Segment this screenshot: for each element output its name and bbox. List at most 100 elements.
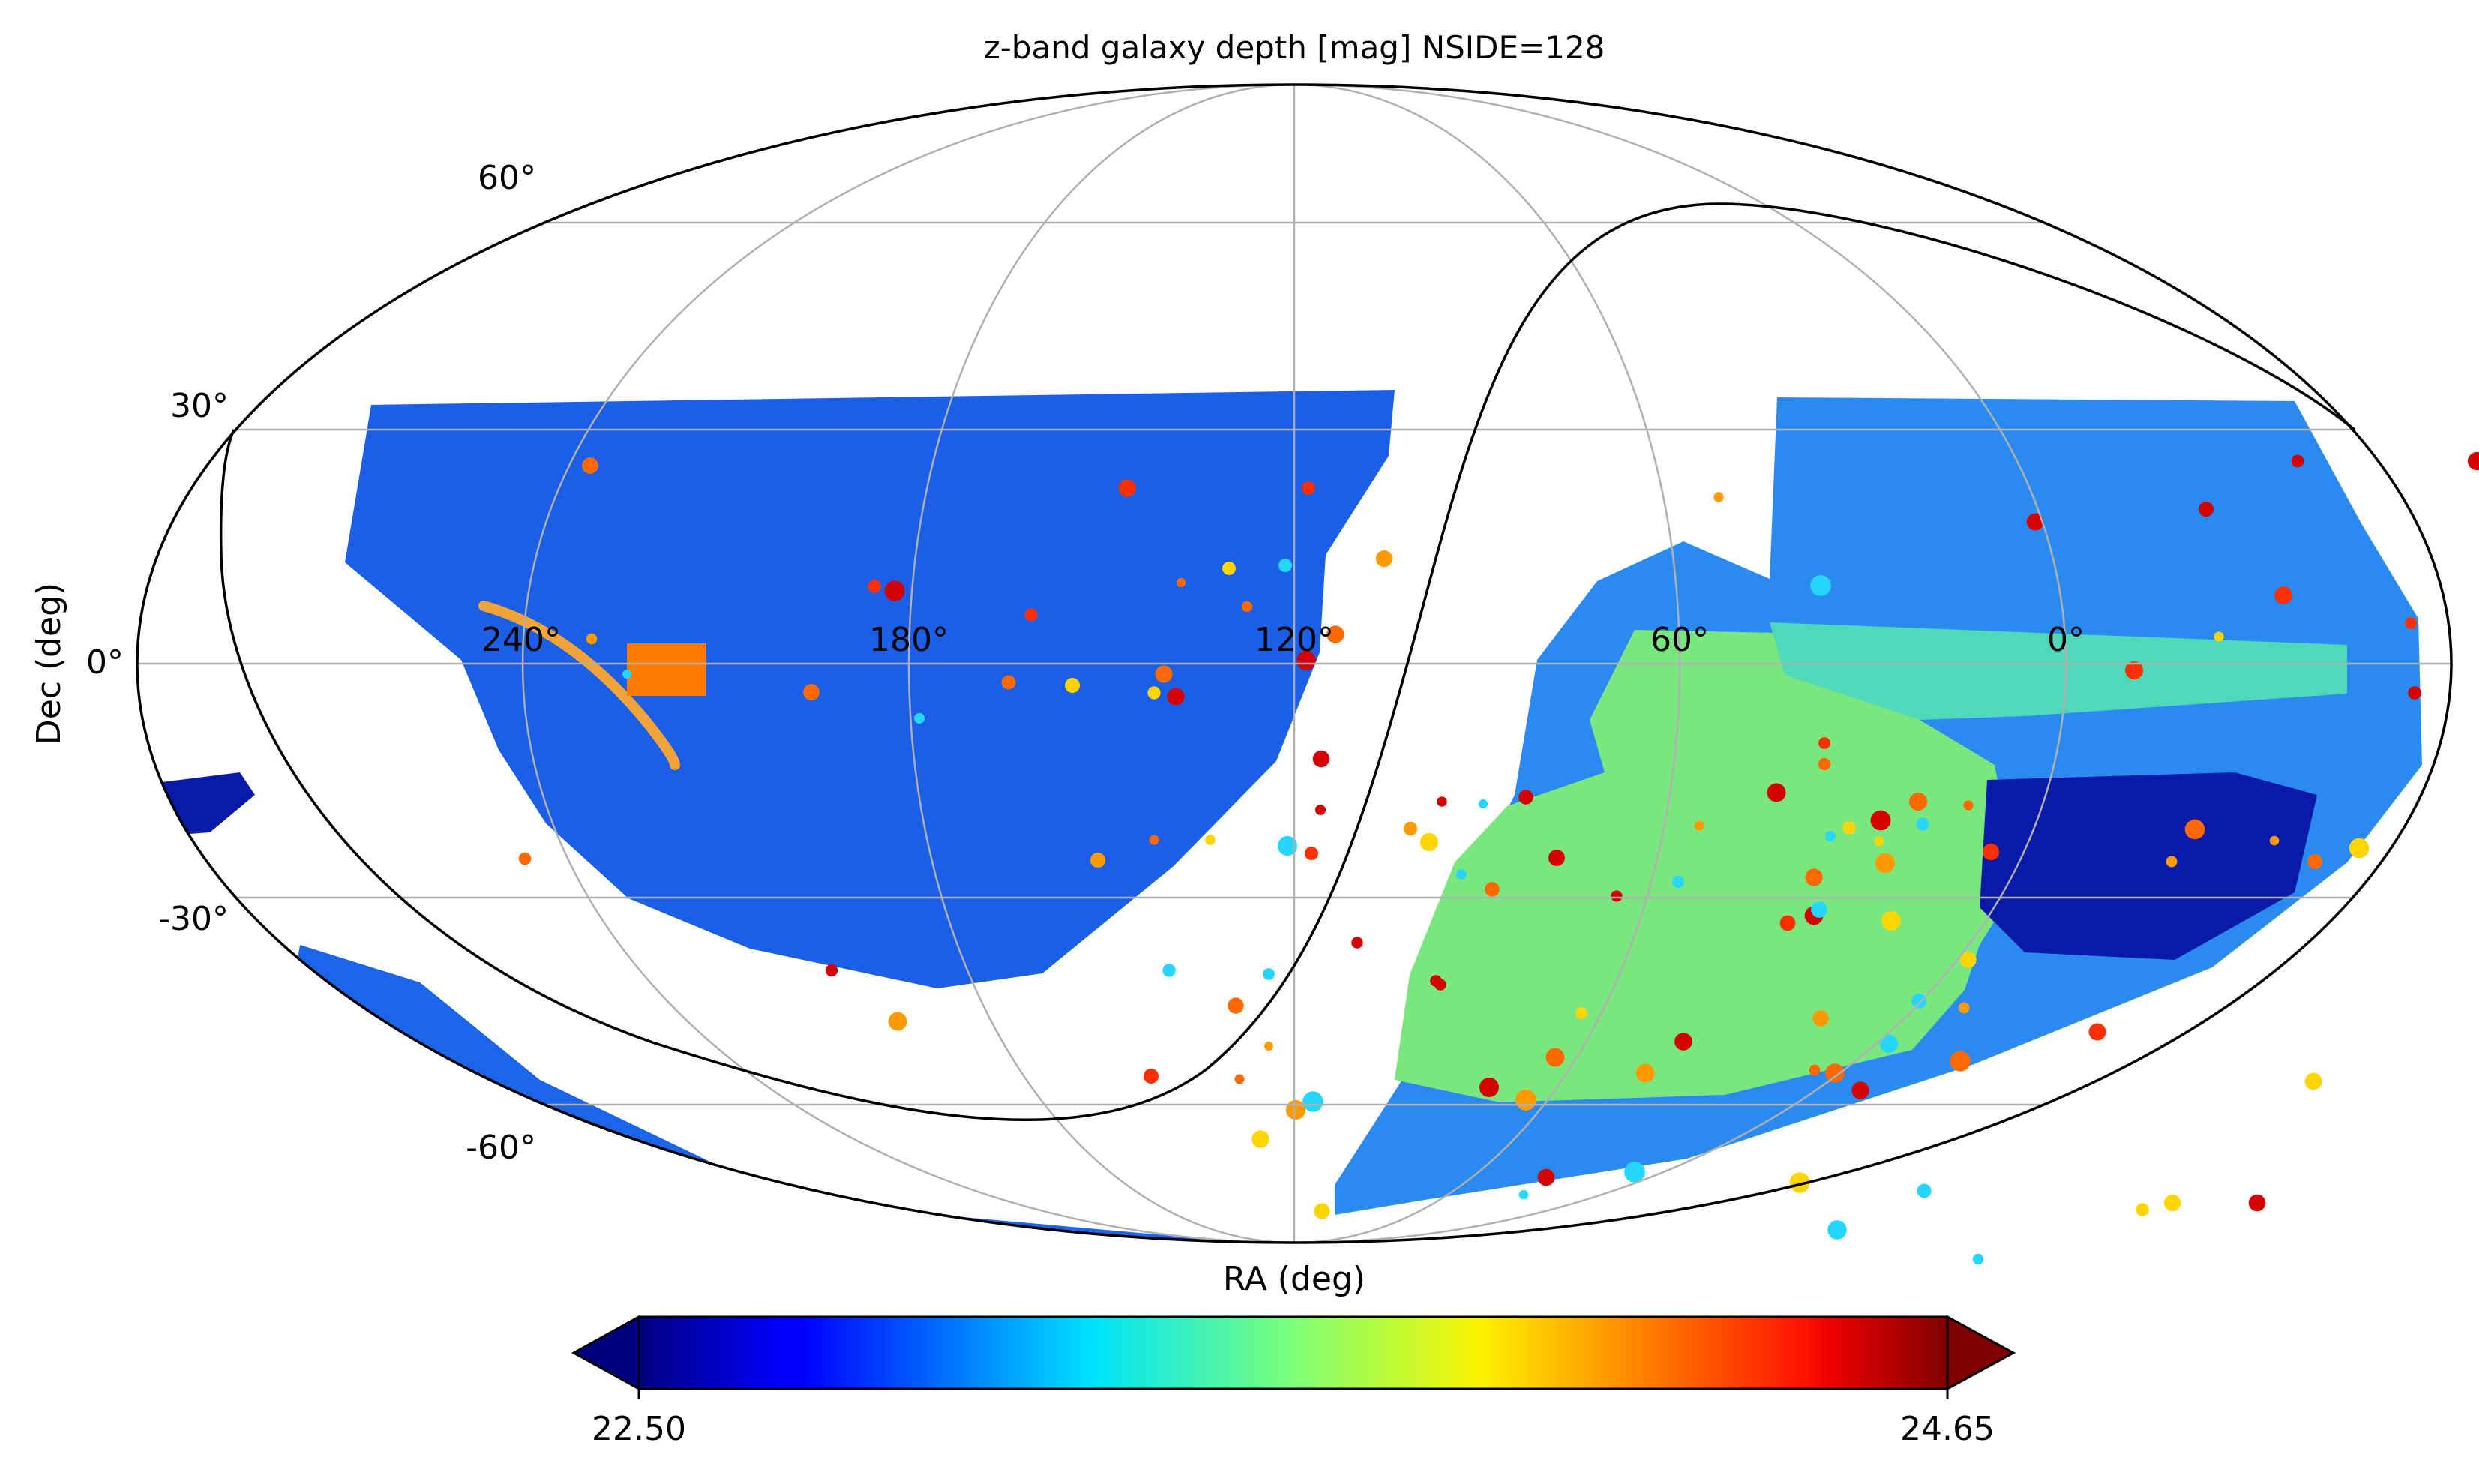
deep-pixel <box>1222 562 1236 575</box>
colorbar-min-label: 22.50 <box>592 1410 686 1448</box>
deep-pixel <box>1827 1220 1847 1240</box>
deep-pixel <box>1065 678 1080 693</box>
deep-pixel <box>2166 856 2178 868</box>
deep-pixel <box>1264 1042 1273 1051</box>
deep-pixel <box>1430 975 1442 987</box>
deep-pixel <box>1285 1099 1306 1120</box>
grid-ra-240 <box>521 83 1295 1244</box>
deep-pixel <box>1842 821 1856 835</box>
deep-pixel <box>1326 625 1344 643</box>
galactic-plane-curve <box>219 202 2356 1122</box>
dec-tick-30: 30° <box>170 387 229 425</box>
deep-pixel <box>1960 952 1977 968</box>
deep-pixel <box>1437 796 1447 807</box>
deep-pixel <box>1916 817 1929 831</box>
deep-pixel <box>1810 575 1831 596</box>
deep-hotspots <box>518 451 2479 1265</box>
deep-pixel <box>1296 651 1316 670</box>
deep-pixel <box>1420 833 1438 851</box>
deep-pixel <box>1278 559 1292 572</box>
deep-pixel <box>1805 868 1823 886</box>
deep-pixel <box>1375 550 1393 568</box>
deep-pixel <box>1176 577 1186 588</box>
deep-pixel <box>2248 1194 2266 1212</box>
colorbar-gradient <box>637 1315 1949 1390</box>
dec-tick-60: 60° <box>478 159 536 197</box>
deep-pixel <box>1624 1162 1645 1183</box>
ra-tick-240: 240° <box>481 621 561 659</box>
grid-ra-180 <box>907 83 1295 1244</box>
deep-pixel <box>1090 852 1106 868</box>
deep-pixel <box>1767 783 1786 802</box>
deep-pixel <box>1167 688 1185 706</box>
deep-pixel <box>1674 1033 1692 1051</box>
deep-pixel <box>1545 1048 1565 1067</box>
deep-pixel <box>1456 869 1467 880</box>
deep-pixel <box>1001 675 1016 690</box>
deep-pixel <box>1205 835 1216 845</box>
deep-pixel <box>1155 665 1173 683</box>
deep-pixel <box>582 457 598 474</box>
deep-pixel <box>1950 1051 1971 1072</box>
deep-pixel <box>1515 1090 1536 1111</box>
deep-pixel <box>1879 1034 1899 1054</box>
deep-pixel <box>1825 831 1836 841</box>
deep-pixel <box>1315 805 1326 815</box>
deep-pixel <box>2408 686 2421 700</box>
dec-tick-minus30: -30° <box>158 900 229 938</box>
deep-pixel <box>1818 757 1831 771</box>
deep-pixel <box>1305 847 1318 860</box>
deep-pixel <box>1149 835 1159 845</box>
deep-pixel <box>1911 994 1926 1009</box>
deep-pixel <box>1162 964 1176 977</box>
deep-pixel <box>518 852 532 865</box>
deep-pixel <box>1277 835 1298 856</box>
deep-pixel <box>622 670 631 679</box>
deep-pixel <box>2304 1072 2322 1090</box>
deep-pixel <box>1611 890 1623 902</box>
colorbar-extend-high <box>1946 1315 2016 1391</box>
footprint-deep-square <box>627 643 706 696</box>
deep-pixel <box>1312 750 1330 768</box>
deep-pixel <box>1263 968 1275 980</box>
x-axis-label: RA (deg) <box>1223 1260 1365 1298</box>
deep-pixel <box>888 1012 907 1031</box>
deep-pixel <box>1314 1203 1330 1219</box>
deep-pixel <box>1694 820 1704 831</box>
deep-pixel <box>2269 835 2280 846</box>
deep-pixel <box>2214 631 2224 642</box>
deep-pixel <box>1518 1189 1529 1200</box>
deep-pixel <box>1548 850 1565 866</box>
deep-pixel <box>1403 821 1418 836</box>
deep-pixel <box>1851 1081 1869 1099</box>
deep-pixel <box>1241 601 1253 613</box>
deep-pixel <box>1228 997 1244 1014</box>
deep-pixel <box>1917 1183 1932 1198</box>
footprint-ngc <box>345 390 1395 988</box>
deep-pixel <box>1302 1091 1323 1112</box>
footprint-shallow-patch <box>1980 772 2317 960</box>
deep-pixel <box>1251 1130 1269 1148</box>
ra-tick-0: 0° <box>2047 621 2085 659</box>
deep-pixel <box>2199 502 2214 517</box>
grid-ra-0 <box>1293 83 2067 1244</box>
deep-pixel <box>1972 1253 1984 1265</box>
deep-pixel <box>1874 836 1884 847</box>
deep-pixel <box>1518 790 1533 805</box>
footprint-deep-field <box>1395 630 2017 1102</box>
deep-pixel <box>1818 737 1830 749</box>
deep-pixel <box>2307 854 2322 869</box>
deep-pixel <box>1870 810 1891 831</box>
deep-pixel <box>2405 617 2417 629</box>
deep-pixel <box>803 684 820 700</box>
dec-tick-0: 0° <box>86 643 124 682</box>
deep-pixel <box>1537 1168 1555 1186</box>
deep-pixel <box>2124 661 2144 680</box>
deep-pixel <box>2026 513 2044 531</box>
chart-title: z-band galaxy depth [mag] NSIDE=128 <box>984 29 1605 66</box>
deep-pixel <box>1485 882 1500 897</box>
colorbar: 22.50 24.65 <box>571 1315 2016 1448</box>
ra-tick-120: 120° <box>1254 621 1334 659</box>
deep-pixel <box>2467 451 2479 471</box>
